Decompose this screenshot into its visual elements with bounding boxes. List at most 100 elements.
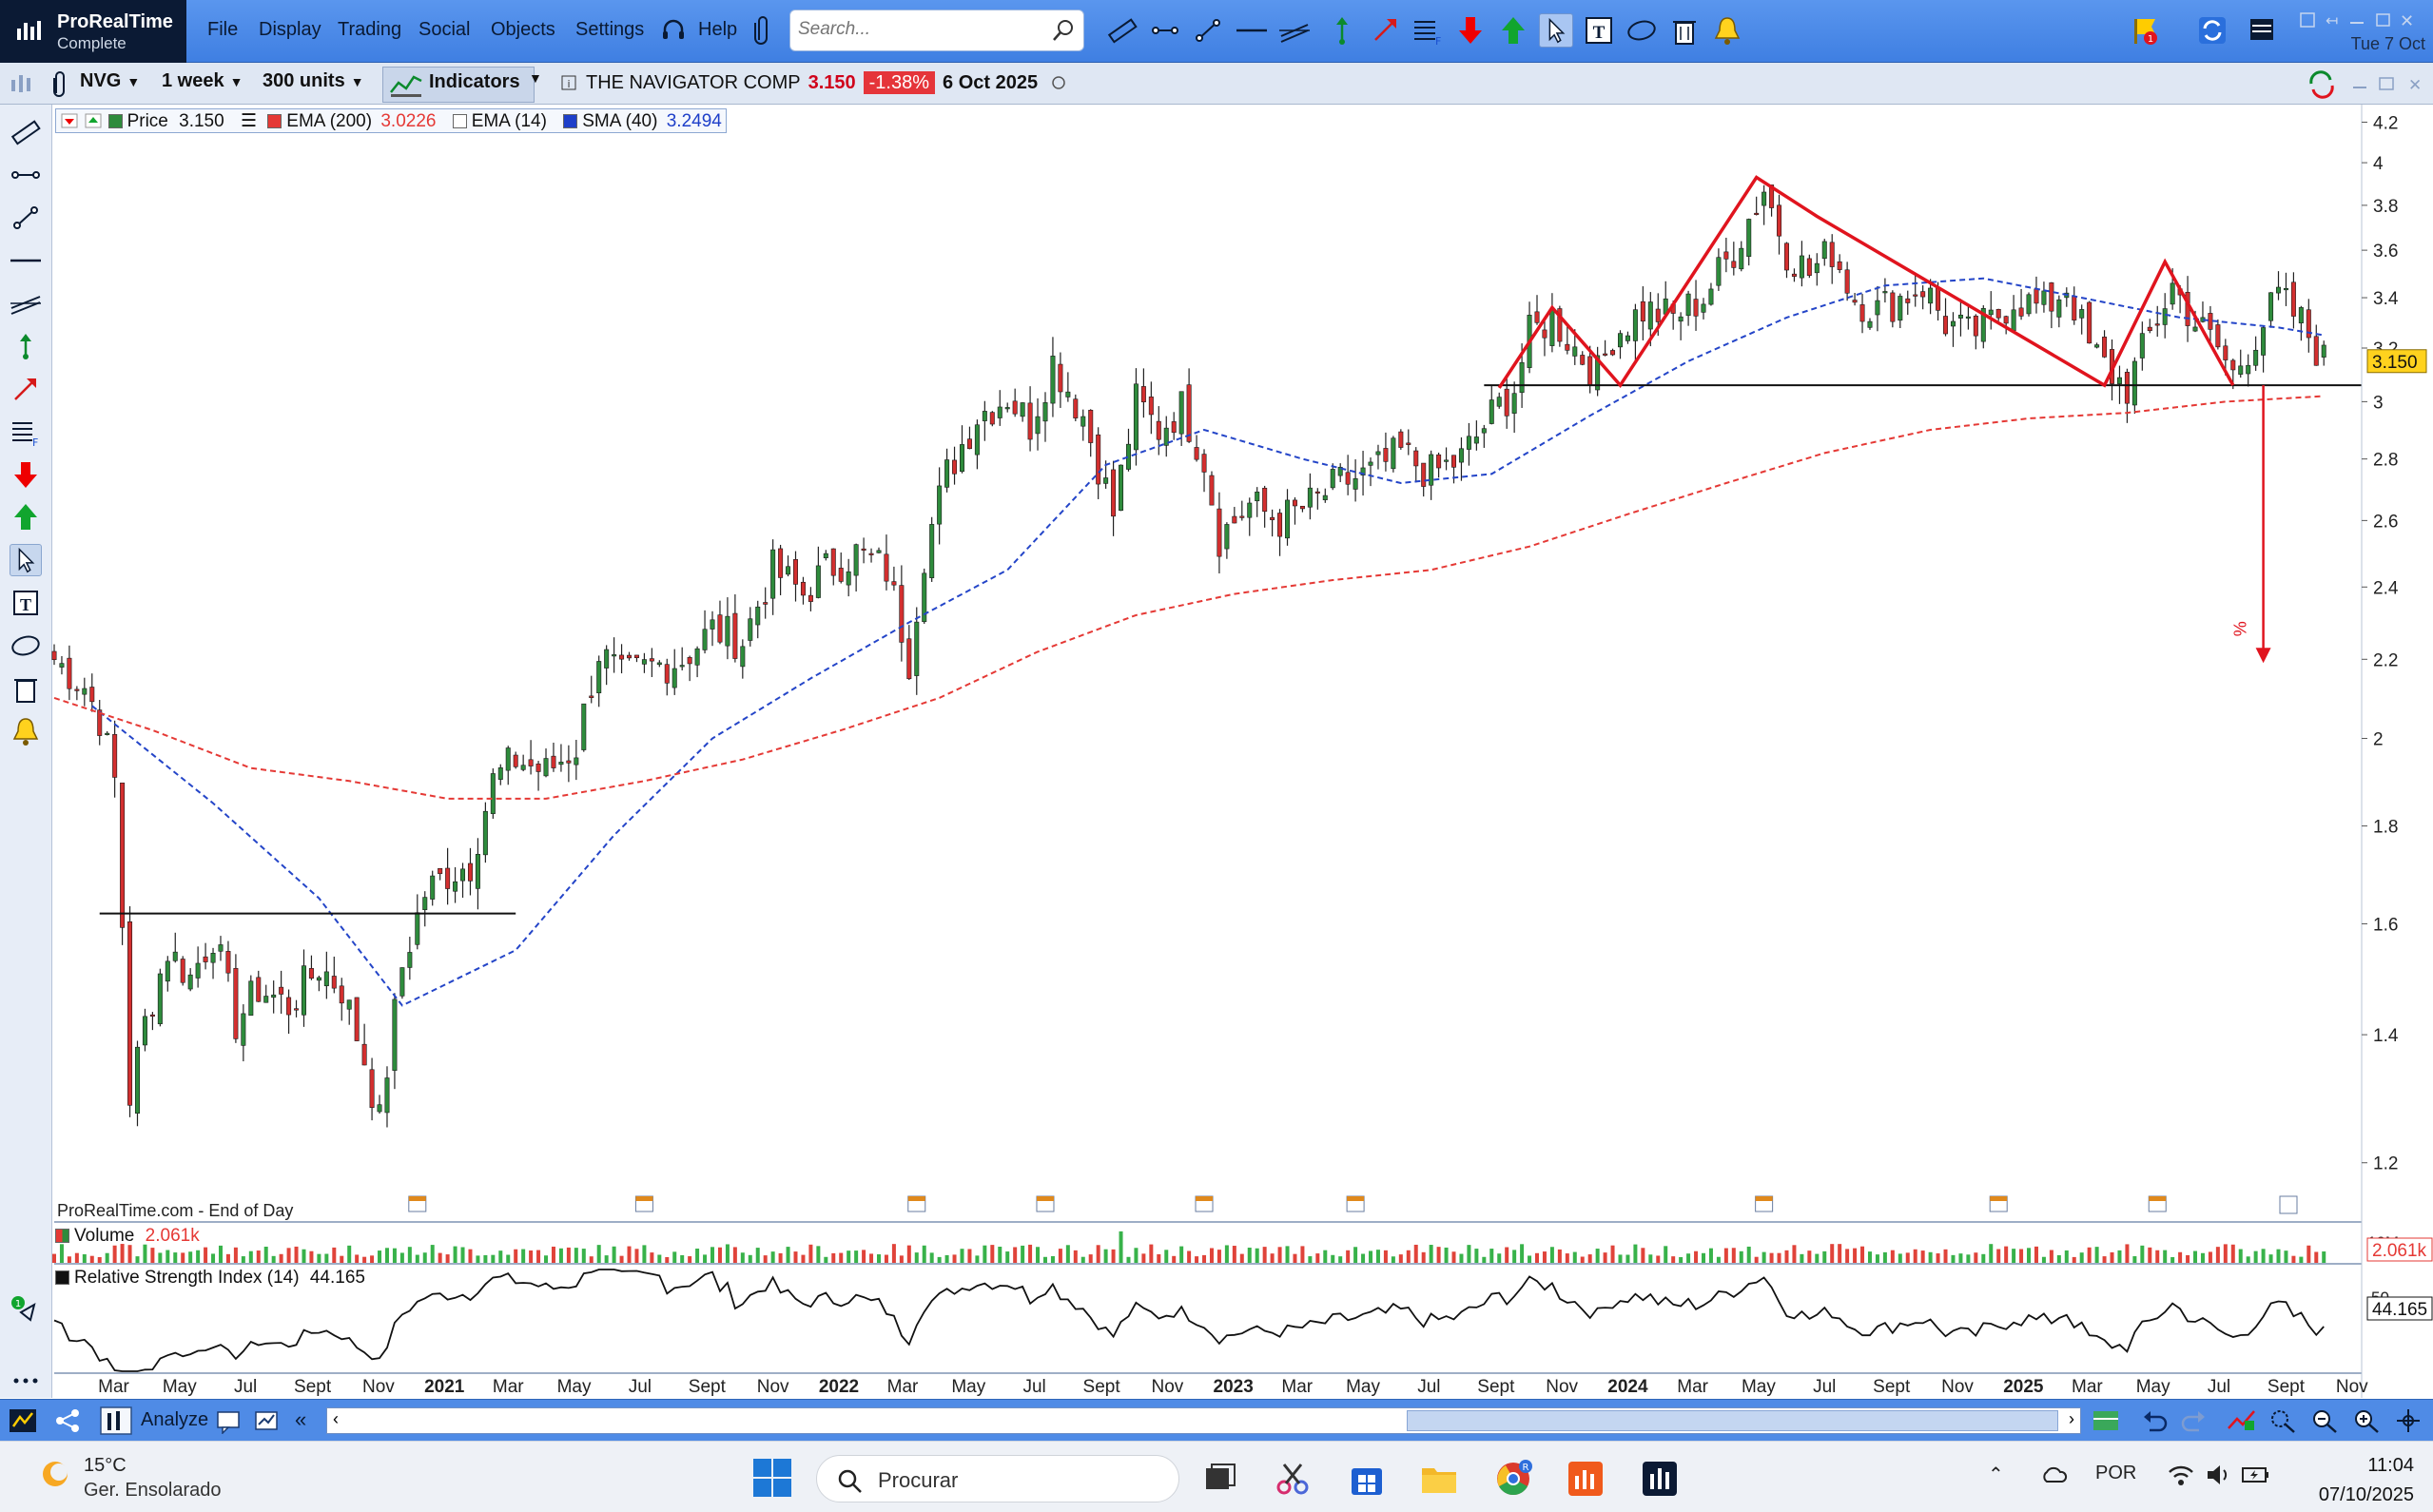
menu-trading[interactable]: Trading <box>338 19 402 40</box>
analyze-label[interactable]: Analyze <box>141 1409 209 1430</box>
channel-tool-icon[interactable] <box>10 287 42 320</box>
timeframe-select[interactable]: 1 week ▼ <box>162 70 243 99</box>
buy-arrow-icon[interactable] <box>10 501 42 533</box>
ellipse-tool-icon[interactable] <box>1625 13 1659 48</box>
chevron-up-icon[interactable]: ⌃ <box>1988 1464 2004 1485</box>
segment-tool-icon[interactable] <box>1148 13 1182 48</box>
collapse-left-icon[interactable]: « <box>295 1407 307 1431</box>
link-icon[interactable] <box>49 68 70 101</box>
text-tool-icon[interactable]: T <box>1582 13 1616 48</box>
list-icon[interactable]: ☰ <box>240 111 258 131</box>
chat-icon[interactable] <box>215 1409 242 1434</box>
trendline-tool-icon[interactable] <box>1191 13 1225 48</box>
trendline-tool-icon[interactable] <box>10 202 42 234</box>
text-tool-icon[interactable]: T <box>10 587 42 619</box>
brand[interactable]: ProRealTime Complete <box>0 0 186 63</box>
pointer-tool-icon[interactable] <box>1539 13 1573 48</box>
zoom-fit-icon[interactable] <box>2268 1407 2298 1434</box>
red-arrow-tool-icon[interactable] <box>1368 13 1402 48</box>
chevron-down-icon[interactable]: ▼ <box>529 70 542 86</box>
trading-app-icon[interactable] <box>1566 1459 1606 1499</box>
red-arrow-tool-icon[interactable] <box>10 373 42 405</box>
refresh-icon[interactable] <box>2306 70 2338 99</box>
search-box[interactable] <box>789 10 1084 51</box>
redo-icon[interactable] <box>2180 1407 2209 1434</box>
indicators-button[interactable]: Indicators <box>382 67 535 103</box>
buy-arrow-icon[interactable] <box>1496 13 1530 48</box>
zoom-out-icon[interactable] <box>2309 1407 2340 1434</box>
task-view-icon[interactable] <box>1200 1459 1240 1499</box>
taskbar-search[interactable]: Procurar <box>816 1455 1179 1502</box>
chart-mode-icon[interactable] <box>10 72 36 95</box>
favorites-icon[interactable]: 1 <box>10 1293 42 1326</box>
chrome-icon[interactable]: R <box>1493 1459 1533 1499</box>
buy-marker-icon[interactable] <box>84 112 103 129</box>
sell-marker-icon[interactable] <box>60 112 79 129</box>
menu-objects[interactable]: Objects <box>491 19 555 40</box>
prorealtime-task-icon[interactable] <box>1640 1459 1680 1499</box>
ruler-icon[interactable] <box>1105 13 1139 48</box>
screener-icon[interactable] <box>253 1409 282 1434</box>
clock[interactable]: 11:04 07/10/2025 <box>2319 1455 2414 1506</box>
cloud-icon[interactable] <box>2039 1464 2068 1485</box>
windows-start-icon[interactable] <box>751 1457 793 1499</box>
search-icon[interactable] <box>1051 18 1076 43</box>
pointer-tool-icon[interactable] <box>10 544 42 576</box>
wifi-icon[interactable] <box>2167 1463 2195 1487</box>
scrollbar-thumb[interactable] <box>1407 1410 2058 1431</box>
horizontal-line-icon[interactable] <box>1235 13 1269 48</box>
window-controls[interactable]: ↤ ✕ <box>2297 10 2421 32</box>
volume-icon[interactable] <box>2205 1463 2233 1487</box>
store-icon[interactable] <box>1347 1459 1387 1499</box>
data-refresh-icon[interactable] <box>2091 1407 2123 1434</box>
menu-settings[interactable]: Settings <box>575 19 645 40</box>
search-input[interactable] <box>798 10 1036 48</box>
undo-icon[interactable] <box>2140 1407 2169 1434</box>
vertical-arrow-icon[interactable] <box>10 330 42 362</box>
trash-icon[interactable] <box>1667 13 1702 48</box>
headset-icon[interactable] <box>660 17 687 44</box>
units-select[interactable]: 300 units ▼ <box>263 70 364 99</box>
file-explorer-icon[interactable] <box>1419 1459 1459 1499</box>
share-icon[interactable] <box>53 1407 82 1434</box>
zoom-in-icon[interactable] <box>2351 1407 2382 1434</box>
chart-window-controls[interactable]: ✕ <box>2349 74 2429 95</box>
ticker-select[interactable]: NVG ▼ <box>80 70 140 99</box>
channel-tool-icon[interactable] <box>1277 13 1312 48</box>
battery-icon[interactable] <box>2241 1464 2271 1485</box>
fibonacci-tool-icon[interactable]: F <box>10 416 42 448</box>
weather-widget[interactable]: 15°C Ger. Ensolarado <box>36 1455 222 1501</box>
scroll-right-icon[interactable]: › <box>2069 1409 2074 1428</box>
ruler-icon[interactable] <box>10 116 42 148</box>
info-icon[interactable]: i <box>561 75 576 90</box>
clock-icon[interactable] <box>1051 75 1066 90</box>
alert-bell-icon[interactable] <box>10 715 42 747</box>
alert-bell-icon[interactable] <box>1710 13 1744 48</box>
more-icon[interactable] <box>10 1365 42 1397</box>
menu-help[interactable]: Help <box>698 19 738 40</box>
menu-social[interactable]: Social <box>418 19 471 40</box>
crosshair-icon[interactable] <box>2393 1407 2423 1434</box>
paperclip-icon[interactable] <box>751 11 774 49</box>
menu-display[interactable]: Display <box>259 19 321 40</box>
snipping-tool-icon[interactable] <box>1273 1459 1313 1499</box>
sync-icon[interactable] <box>2195 13 2229 48</box>
analyze-icon[interactable] <box>99 1405 133 1436</box>
chart-area[interactable]: % 1.21.41.61.822.22.42.62.833.23.43.63.8… <box>0 0 2433 1398</box>
language-indicator[interactable]: POR <box>2095 1463 2137 1483</box>
menu-file[interactable]: File <box>207 19 239 40</box>
sell-arrow-icon[interactable] <box>10 458 42 491</box>
auto-scale-icon[interactable] <box>2226 1407 2258 1434</box>
scroll-left-icon[interactable]: ‹ <box>333 1409 339 1428</box>
sell-arrow-icon[interactable] <box>1453 13 1488 48</box>
vertical-arrow-icon[interactable] <box>1325 13 1359 48</box>
horizontal-line-icon[interactable] <box>10 244 42 277</box>
prorealtime-small-logo-icon[interactable] <box>8 1407 38 1434</box>
trash-icon[interactable] <box>10 672 42 705</box>
segment-tool-icon[interactable] <box>10 159 42 191</box>
ellipse-tool-icon[interactable] <box>10 630 42 662</box>
notifications-flag-icon[interactable]: 1 <box>2127 13 2161 48</box>
chart-scrollbar[interactable]: ‹ › <box>326 1407 2081 1434</box>
layout-icon[interactable] <box>2245 13 2279 48</box>
fibonacci-tool-icon[interactable]: F <box>1411 13 1445 48</box>
